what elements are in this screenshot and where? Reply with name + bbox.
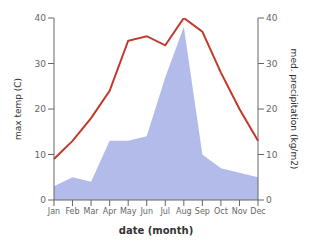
svg-text:Sep: Sep (195, 207, 210, 216)
svg-text:Nov: Nov (232, 207, 248, 216)
svg-text:20: 20 (266, 104, 278, 114)
svg-text:max temp (C): max temp (C) (13, 78, 23, 140)
svg-text:Feb: Feb (65, 207, 79, 216)
svg-text:Aug: Aug (176, 207, 192, 216)
svg-text:10: 10 (266, 150, 278, 160)
svg-text:med. precipitation (kg/m2): med. precipitation (kg/m2) (289, 49, 299, 170)
svg-text:Jul: Jul (159, 207, 170, 216)
svg-text:0: 0 (266, 195, 272, 205)
svg-text:0: 0 (40, 195, 46, 205)
svg-text:30: 30 (266, 59, 278, 69)
svg-text:40: 40 (35, 13, 47, 23)
svg-text:Mar: Mar (84, 207, 100, 216)
svg-text:Oct: Oct (214, 207, 228, 216)
svg-text:Jun: Jun (139, 207, 153, 216)
svg-text:May: May (120, 207, 137, 216)
svg-text:20: 20 (35, 104, 47, 114)
svg-text:40: 40 (266, 13, 278, 23)
svg-text:Jan: Jan (47, 207, 60, 216)
svg-text:10: 10 (35, 150, 47, 160)
svg-text:30: 30 (35, 59, 47, 69)
svg-text:Apr: Apr (103, 207, 118, 216)
svg-text:Dec: Dec (250, 207, 265, 216)
svg-text:date (month): date (month) (119, 225, 193, 236)
